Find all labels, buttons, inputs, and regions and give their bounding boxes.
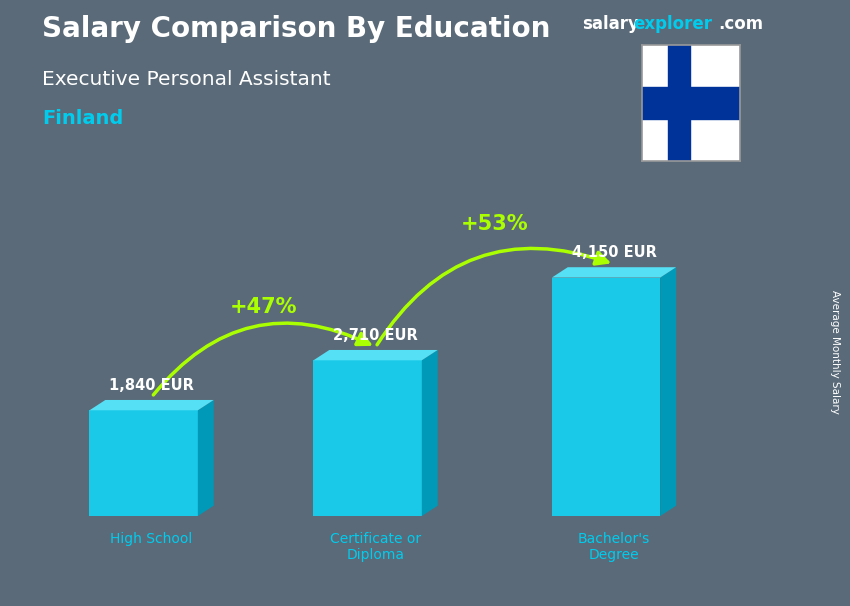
Polygon shape (198, 400, 213, 516)
Text: +53%: +53% (461, 214, 529, 234)
FancyArrowPatch shape (377, 248, 608, 345)
Bar (668, 45, 689, 161)
Text: salary: salary (582, 15, 639, 33)
Text: 1,840 EUR: 1,840 EUR (109, 378, 194, 393)
Bar (642, 87, 740, 119)
Polygon shape (314, 361, 422, 516)
Text: 2,710 EUR: 2,710 EUR (333, 328, 418, 343)
Text: .com: .com (718, 15, 763, 33)
Polygon shape (422, 350, 438, 516)
FancyArrowPatch shape (153, 323, 370, 395)
Text: 4,150 EUR: 4,150 EUR (571, 245, 656, 261)
Text: +47%: +47% (230, 297, 298, 317)
Polygon shape (314, 350, 438, 361)
Text: explorer: explorer (633, 15, 712, 33)
Text: Average Monthly Salary: Average Monthly Salary (830, 290, 840, 413)
Text: High School: High School (110, 532, 193, 546)
Text: Certificate or
Diploma: Certificate or Diploma (330, 532, 421, 562)
Text: Finland: Finland (42, 109, 124, 128)
Polygon shape (660, 267, 676, 516)
Polygon shape (89, 400, 213, 410)
Polygon shape (552, 267, 676, 278)
Polygon shape (552, 278, 660, 516)
Text: Salary Comparison By Education: Salary Comparison By Education (42, 15, 551, 43)
Text: Executive Personal Assistant: Executive Personal Assistant (42, 70, 332, 88)
Polygon shape (89, 410, 198, 516)
Text: Bachelor's
Degree: Bachelor's Degree (578, 532, 650, 562)
